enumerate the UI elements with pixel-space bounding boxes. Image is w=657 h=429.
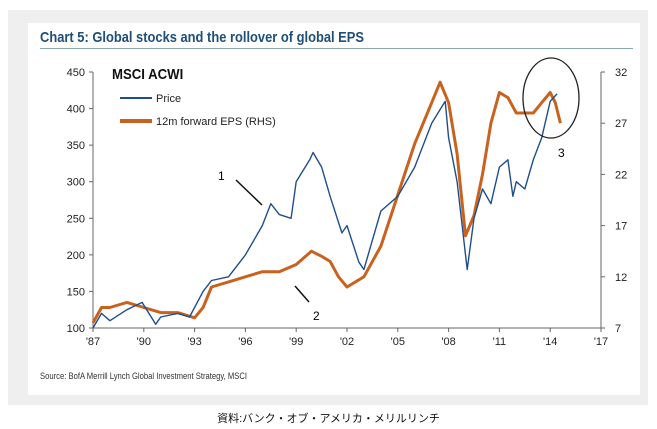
y-tick-label-right: 32 — [615, 67, 627, 79]
y-tick-label-left: 300 — [67, 177, 85, 189]
legend-price-label: Price — [156, 93, 181, 105]
x-tick-label: '87 — [86, 336, 100, 348]
y-tick-label-right: 12 — [615, 272, 627, 284]
title-rule — [40, 48, 633, 49]
y-tick-label-left: 200 — [67, 250, 85, 262]
price-line — [92, 93, 558, 329]
y-tick-label-left: 250 — [67, 213, 85, 225]
x-tick-label: '93 — [187, 336, 201, 348]
annotation-3: 3 — [558, 146, 565, 160]
x-tick-label: '08 — [441, 336, 455, 348]
y-tick-label-left: 150 — [67, 286, 85, 298]
annotation-1-line — [235, 179, 263, 206]
legend-eps-label: 12m forward EPS (RHS) — [156, 116, 276, 128]
y-tick-label-right: 22 — [615, 169, 627, 181]
x-tick-label: '17 — [594, 336, 608, 348]
annotation-2-line — [294, 285, 310, 303]
x-tick-label: '96 — [238, 336, 252, 348]
y-tick-label-right: 7 — [615, 323, 621, 335]
y-tick-label-left: 400 — [67, 104, 85, 116]
annotation-2: 2 — [313, 309, 320, 323]
x-tick-label: '11 — [493, 336, 507, 348]
y-tick-label-right: 27 — [615, 118, 627, 130]
chart-title: Chart 5: Global stocks and the rollover … — [40, 29, 365, 46]
annotation-1: 1 — [218, 169, 225, 183]
caption: 資料:バンク・オブ・アメリカ・メリルリンチ — [217, 413, 440, 425]
y-tick-label-left: 350 — [67, 140, 85, 152]
y-tick-label-left: 450 — [67, 67, 85, 79]
y-tick-label-right: 17 — [615, 221, 627, 233]
highlight-circle — [522, 57, 580, 139]
y-tick-label-left: 100 — [67, 323, 85, 335]
source-note: Source: BofA Merrill Lynch Global Invest… — [40, 371, 248, 381]
x-tick-label: '02 — [340, 336, 354, 348]
eps-line — [91, 80, 562, 324]
x-tick-label: '14 — [543, 336, 557, 348]
x-tick-label: '90 — [137, 336, 151, 348]
x-tick-label: '05 — [391, 336, 405, 348]
chart-subtitle: MSCI ACWI — [112, 65, 183, 82]
x-tick-label: '99 — [289, 336, 303, 348]
